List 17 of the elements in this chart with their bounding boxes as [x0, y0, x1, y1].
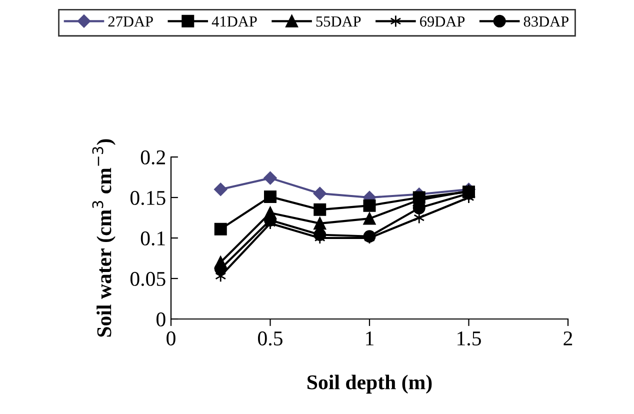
- legend-label: 69DAP: [420, 16, 465, 27]
- y-tick-label: 0.05: [130, 272, 166, 286]
- y-tick-label: 0.15: [130, 190, 166, 206]
- x-axis-title: Soil depth (m): [308, 374, 432, 394]
- x-tick-label: 1.5: [458, 332, 481, 346]
- y-tick-label: 0.1: [140, 231, 165, 246]
- x-tick-label: 1: [366, 332, 374, 346]
- y-tick-label: 0: [156, 312, 166, 326]
- legend-label: 83DAP: [524, 16, 568, 27]
- y-tick-label: 0.2: [140, 150, 165, 165]
- x-tick-label: 0: [166, 331, 176, 346]
- legend-label: 41DAP: [212, 16, 257, 27]
- legend-label: 55DAP: [316, 16, 361, 27]
- legend-label: 27DAP: [108, 16, 153, 27]
- x-tick-label: 2: [564, 331, 572, 346]
- x-tick-label: 0.5: [258, 331, 282, 346]
- y-axis-title: Soil water (cm$^{3}$ cm$^{−3}$): [92, 139, 116, 337]
